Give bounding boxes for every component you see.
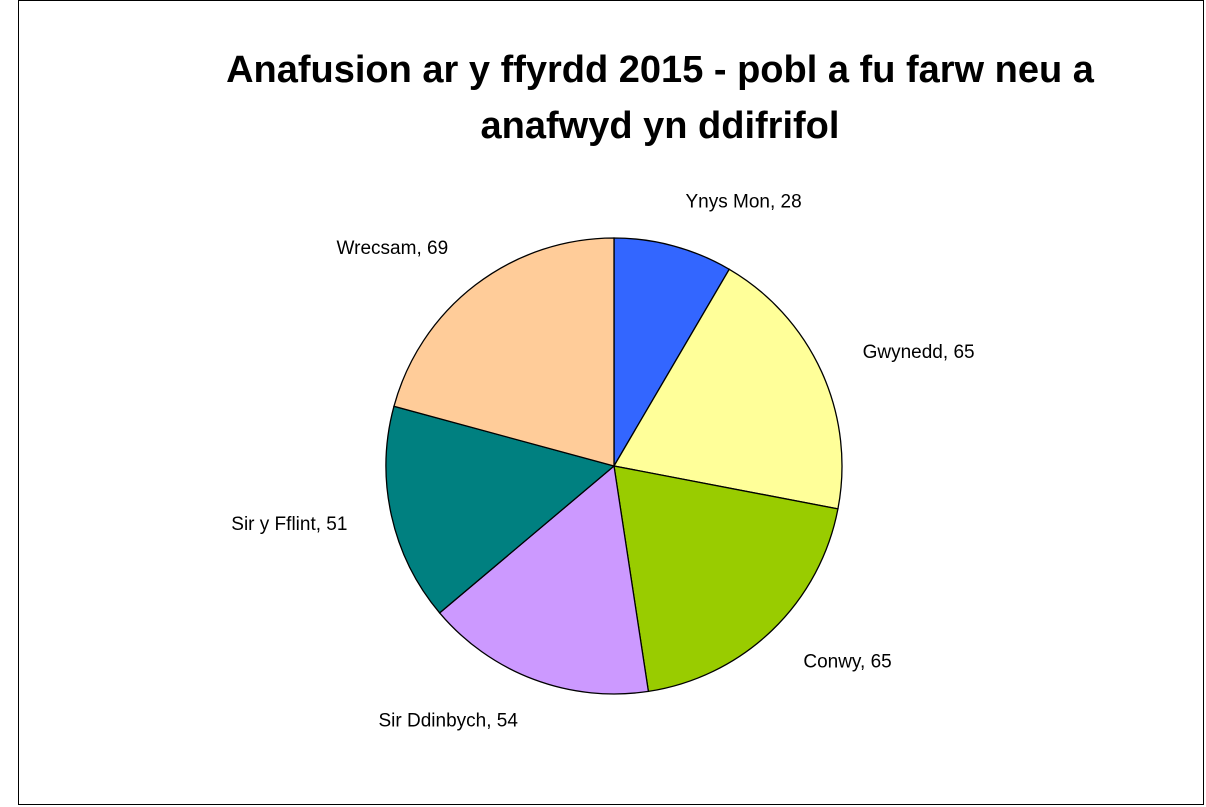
data-label-value: 65	[871, 652, 892, 673]
data-label: Conwy, 65	[803, 652, 891, 673]
data-label-value: 28	[781, 192, 802, 213]
data-label-value: 69	[427, 238, 448, 259]
data-label: Sir Ddinbych, 54	[379, 711, 519, 732]
data-label-value: 51	[326, 514, 347, 535]
pie-slice	[613, 237, 731, 469]
pie-slice	[393, 237, 615, 467]
data-label-category: Sir y Fflint	[231, 514, 316, 535]
data-label-category: Ynys Mon	[685, 192, 769, 213]
data-label: Sir y Fflint, 51	[231, 514, 347, 535]
data-label-category: Gwynedd	[863, 342, 943, 363]
data-label: Wrecsam, 69	[337, 238, 449, 259]
data-label: Ynys Mon, 28	[685, 192, 801, 213]
data-label-category: Sir Ddinbych	[379, 711, 487, 732]
data-label-category: Conwy	[803, 652, 862, 673]
chart-frame	[18, 0, 1204, 805]
chart-title: Anafusion ar y ffyrdd 2015 - pobl a fu f…	[226, 49, 1094, 147]
data-label: Gwynedd, 65	[863, 342, 975, 363]
pie-slice	[438, 464, 650, 695]
pie-slice	[385, 405, 616, 614]
data-label-category: Wrecsam	[337, 238, 417, 259]
data-label-value: 54	[497, 711, 519, 732]
pie-slice	[613, 465, 839, 693]
pie-slice	[612, 268, 843, 510]
data-label-value: 65	[953, 342, 974, 363]
